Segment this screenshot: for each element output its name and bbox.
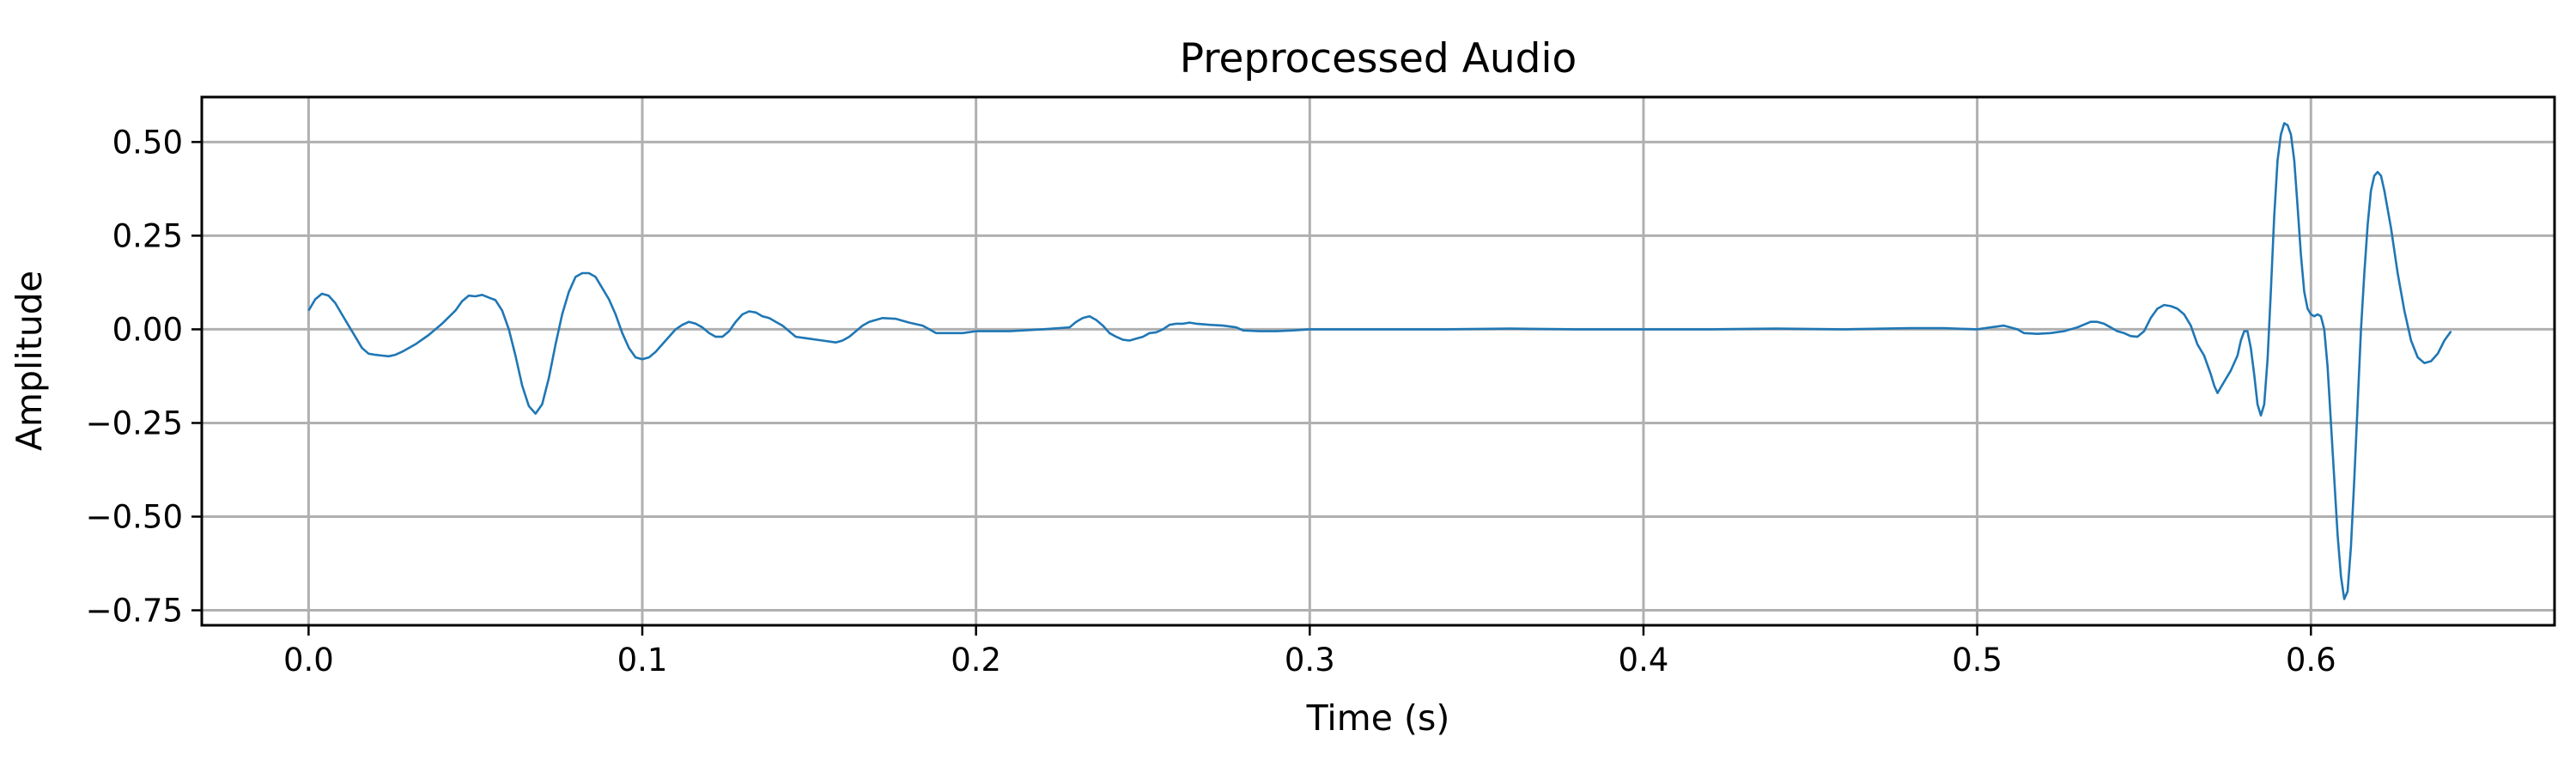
grid xyxy=(202,97,2555,625)
y-axis-label: Amplitude xyxy=(9,271,50,451)
y-tick-label: 0.25 xyxy=(112,217,183,254)
plot-area-frame xyxy=(200,95,2556,627)
ticks: 0.0 0.1 0.2 0.3 0.4 0.5 0.6 0.50 0.25 0.00 −0.25 −0… xyxy=(86,124,2336,679)
x-tick-label: 0.6 xyxy=(2286,642,2336,679)
x-tick-label: 0.4 xyxy=(1619,642,1669,679)
x-tick-label: 0.3 xyxy=(1285,642,1335,679)
y-tick-label: 0.00 xyxy=(112,311,183,348)
chart-title: Preprocessed Audio xyxy=(1180,35,1577,82)
x-tick-label: 0.0 xyxy=(283,642,334,679)
series-line xyxy=(307,122,2452,600)
y-tick-label: −0.75 xyxy=(86,593,183,630)
y-tick-label: −0.50 xyxy=(86,499,183,536)
y-tick-label: 0.50 xyxy=(112,124,183,161)
x-tick-label: 0.1 xyxy=(617,642,668,679)
x-axis-label: Time (s) xyxy=(1306,697,1450,739)
x-tick-label: 0.2 xyxy=(951,642,1001,679)
x-tick-label: 0.5 xyxy=(1952,642,2002,679)
y-tick-label: −0.25 xyxy=(86,405,183,441)
